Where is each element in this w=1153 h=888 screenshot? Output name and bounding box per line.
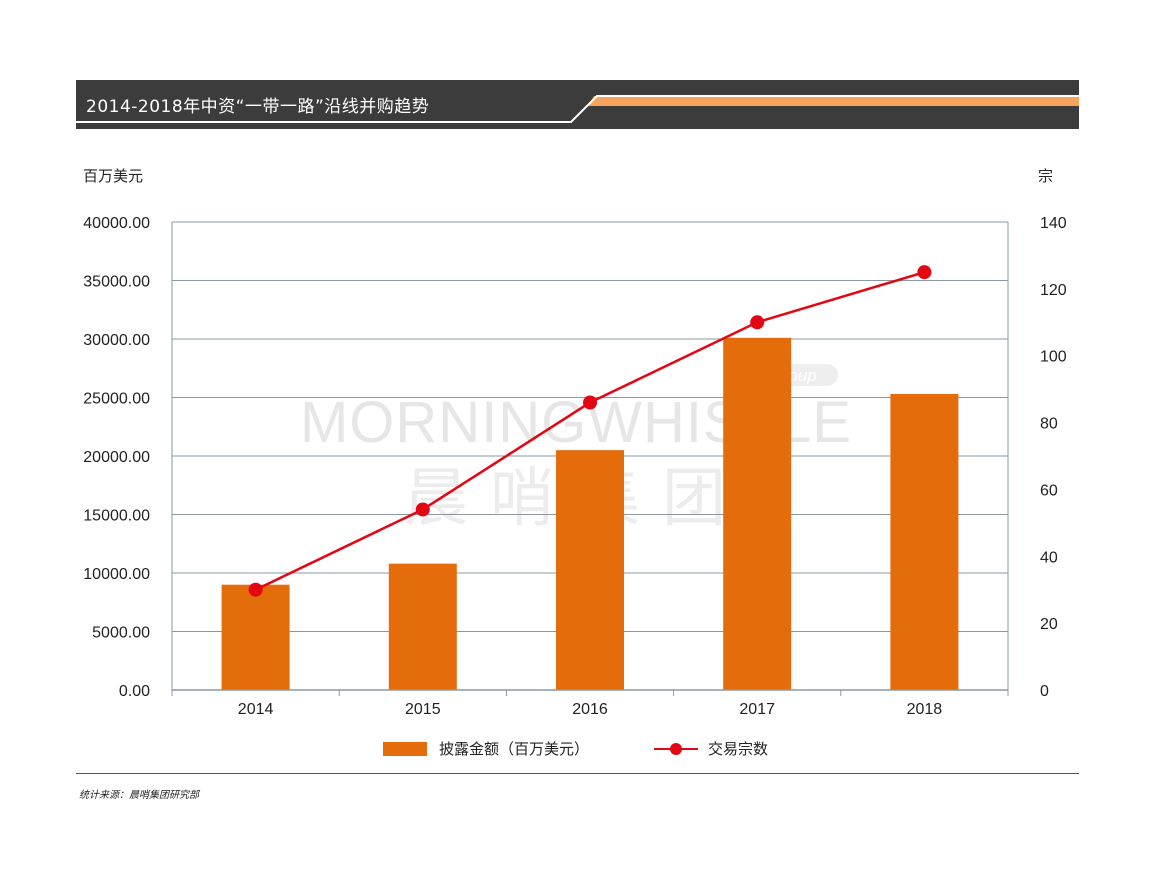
line-series bbox=[248, 265, 932, 597]
left-tick-label: 25000.00 bbox=[83, 391, 150, 408]
right-tick-label: 0 bbox=[1040, 683, 1049, 700]
left-axis-unit: 百万美元 bbox=[83, 167, 144, 185]
legend-line-label: 交易宗数 bbox=[708, 740, 769, 758]
x-tick-label: 2016 bbox=[572, 701, 608, 718]
right-tick-label: 40 bbox=[1040, 549, 1058, 566]
line-point bbox=[583, 395, 597, 410]
legend-bar-swatch bbox=[383, 741, 427, 756]
bar bbox=[221, 584, 290, 690]
left-tick-label: 0.00 bbox=[119, 683, 150, 700]
right-axis-unit: 宗 bbox=[1038, 167, 1054, 185]
right-tick-label: 140 bbox=[1040, 215, 1067, 232]
footer-divider bbox=[76, 773, 1079, 774]
bar bbox=[556, 450, 624, 690]
right-tick-label: 120 bbox=[1040, 282, 1067, 299]
axis-labels: 0.00 5000.00 10000.00 15000.00 20000.00 25000… bbox=[83, 215, 1067, 718]
x-tick-label: 2014 bbox=[238, 701, 274, 718]
left-tick-label: 5000.00 bbox=[92, 625, 150, 642]
bar bbox=[723, 337, 792, 690]
right-tick-label: 60 bbox=[1040, 482, 1058, 499]
left-tick-label: 15000.00 bbox=[83, 508, 150, 525]
right-tick-label: 20 bbox=[1040, 616, 1058, 633]
left-tick-label: 20000.00 bbox=[83, 449, 150, 466]
left-tick-label: 30000.00 bbox=[83, 332, 150, 349]
title-banner-background bbox=[76, 80, 1079, 129]
x-tick-label: 2017 bbox=[739, 701, 775, 718]
source-note: 统计来源：晨哨集团研究部 bbox=[79, 790, 199, 801]
left-tick-label: 10000.00 bbox=[83, 566, 150, 583]
line-point bbox=[248, 582, 263, 597]
legend-bar-label: 披露金额（百万美元） bbox=[439, 740, 590, 758]
right-tick-label: 80 bbox=[1040, 416, 1058, 433]
bar bbox=[388, 563, 457, 690]
chart-title: 2014-2018年中资“一带一路”沿线并购趋势 bbox=[86, 97, 430, 117]
title-banner: 2014-2018年中资“一带一路”沿线并购趋势 bbox=[76, 80, 1079, 129]
line-point bbox=[415, 502, 430, 517]
bar bbox=[890, 393, 959, 690]
left-tick-label: 35000.00 bbox=[83, 274, 150, 291]
x-tick-label: 2015 bbox=[405, 701, 441, 718]
line-point bbox=[917, 265, 932, 280]
x-tick-label: 2018 bbox=[907, 701, 943, 718]
bar-series bbox=[221, 337, 959, 690]
left-tick-label: 40000.00 bbox=[83, 215, 150, 232]
legend-item-line: 交易宗数 bbox=[654, 738, 768, 759]
right-tick-label: 100 bbox=[1040, 349, 1067, 366]
line-point bbox=[750, 315, 765, 330]
axes bbox=[171, 222, 1009, 696]
legend-line-swatch bbox=[654, 742, 698, 756]
legend-item-bar: 披露金额（百万美元） bbox=[383, 738, 589, 759]
